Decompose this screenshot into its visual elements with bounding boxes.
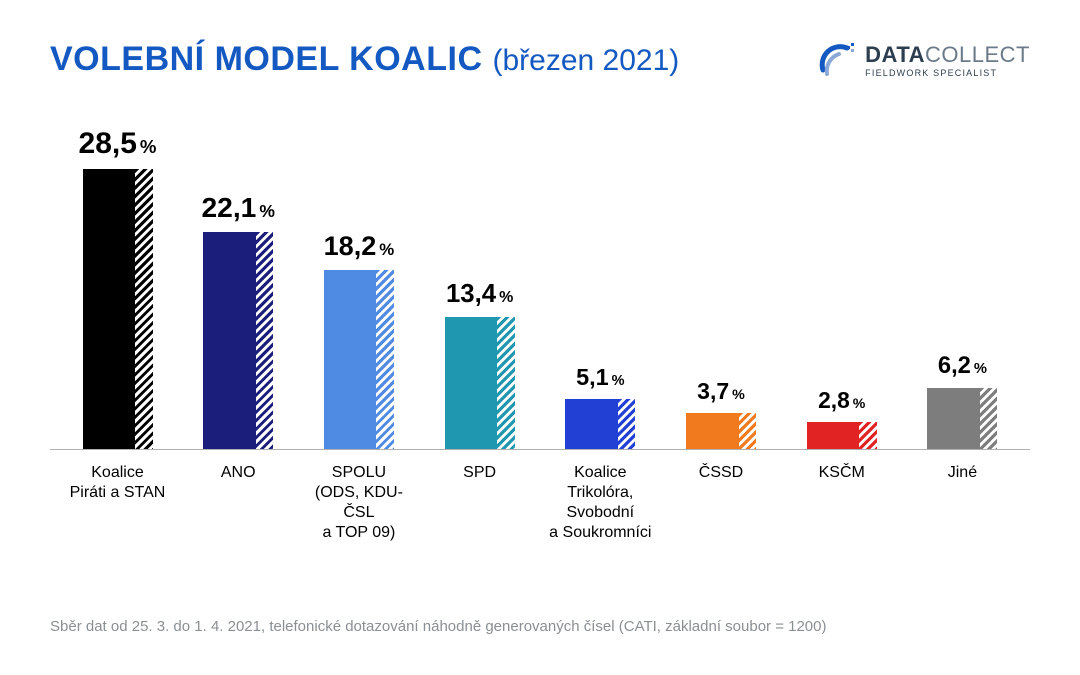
x-label: ANO (181, 455, 296, 530)
bar-hatch (980, 388, 998, 449)
bar (807, 422, 877, 450)
bar-solid (686, 413, 739, 449)
bar-slot: 5,1% (543, 364, 658, 449)
bar-slot: 13,4% (422, 280, 537, 449)
x-label: KoalicePiráti a STAN (60, 455, 175, 530)
bar-value-label: 28,5% (79, 127, 157, 161)
bar-value-label: 3,7% (697, 378, 745, 405)
title-main: VOLEBNÍ MODEL KOALIC (50, 40, 483, 79)
bar-solid (927, 388, 980, 449)
bar-slot: 6,2% (905, 353, 1020, 449)
bar-value-label: 18,2% (324, 230, 395, 262)
bar-hatch (618, 399, 636, 449)
bar-hatch (859, 422, 877, 450)
bar (927, 388, 997, 449)
bar-solid (203, 232, 256, 449)
bar (324, 270, 394, 449)
bar-hatch (256, 232, 274, 449)
x-label: SPD (422, 455, 537, 530)
logo-brand-b: COLLECT (925, 42, 1030, 68)
x-label: KoaliceTrikolóra, Svobodnía Soukromníci (543, 455, 658, 530)
x-axis-labels: KoalicePiráti a STANANOSPOLU(ODS, KDU-ČS… (50, 455, 1030, 530)
x-label: KSČM (784, 455, 899, 530)
bar (686, 413, 756, 449)
bar-hatch (497, 317, 515, 449)
bar-slot: 18,2% (301, 230, 416, 449)
page: VOLEBNÍ MODEL KOALIC (březen 2021) DATAC… (0, 0, 1080, 675)
bar-solid (807, 422, 860, 450)
bar-value-label: 2,8% (818, 387, 865, 414)
bar-value-label: 13,4% (446, 280, 513, 309)
header: VOLEBNÍ MODEL KOALIC (březen 2021) DATAC… (50, 40, 1030, 80)
bar-value-label: 6,2% (938, 353, 987, 380)
bar-hatch (135, 169, 153, 449)
bar-slot: 22,1% (181, 191, 296, 449)
chart: 28,5%22,1%18,2%13,4%5,1%3,7%2,8%6,2% Koa… (50, 140, 1030, 530)
bar-slot: 2,8% (784, 387, 899, 450)
bars-container: 28,5%22,1%18,2%13,4%5,1%3,7%2,8%6,2% (50, 140, 1030, 450)
bar-solid (324, 270, 377, 449)
x-label: Jiné (905, 455, 1020, 530)
bar (445, 317, 515, 449)
bar (83, 169, 153, 449)
bar (203, 232, 273, 449)
bar-value-label: 22,1% (201, 191, 274, 224)
bar-solid (445, 317, 498, 449)
footnote: Sběr dat od 25. 3. do 1. 4. 2021, telefo… (50, 618, 826, 635)
bar-hatch (739, 413, 757, 449)
x-label: ČSSD (664, 455, 779, 530)
title: VOLEBNÍ MODEL KOALIC (březen 2021) (50, 40, 679, 79)
bar-slot: 3,7% (664, 378, 779, 449)
bar (565, 399, 635, 449)
bar-solid (565, 399, 618, 449)
bar-hatch (376, 270, 394, 449)
bar-solid (83, 169, 136, 449)
logo-brand-a: DATA (865, 42, 925, 68)
logo-swoosh-icon (817, 40, 857, 80)
bar-slot: 28,5% (60, 127, 175, 449)
logo-text: DATACOLLECT FIELDWORK SPECIALIST (865, 42, 1030, 78)
bar-value-label: 5,1% (576, 364, 624, 391)
title-sub: (březen 2021) (493, 44, 680, 78)
logo-tagline: FIELDWORK SPECIALIST (865, 68, 997, 78)
x-label: SPOLU(ODS, KDU-ČSLa TOP 09) (301, 455, 416, 530)
logo: DATACOLLECT FIELDWORK SPECIALIST (817, 40, 1030, 80)
